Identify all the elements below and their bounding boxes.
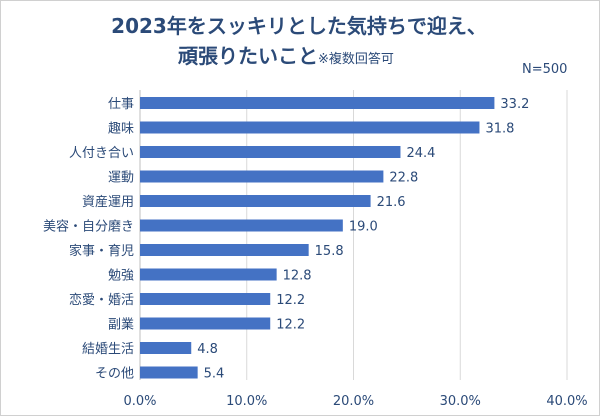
x-tick-label: 10.0% bbox=[226, 394, 267, 409]
data-label: 4.8 bbox=[197, 342, 218, 357]
x-tick-label: 30.0% bbox=[440, 394, 481, 409]
category-label: 家事・育児 bbox=[69, 243, 134, 259]
bar bbox=[140, 97, 495, 109]
x-tick-label: 20.0% bbox=[333, 394, 374, 409]
data-label: 19.0 bbox=[349, 220, 378, 235]
bar bbox=[140, 170, 384, 183]
category-label: 運動 bbox=[108, 171, 134, 186]
category-label: 人付き合い bbox=[69, 146, 134, 161]
bar bbox=[140, 293, 271, 305]
data-label: 24.4 bbox=[406, 146, 435, 161]
chart-title-note: ※複数回答可 bbox=[318, 52, 394, 67]
bar bbox=[140, 244, 309, 256]
bar bbox=[140, 342, 192, 354]
data-label: 12.2 bbox=[276, 318, 305, 333]
data-label: 21.6 bbox=[377, 195, 406, 210]
data-label: 33.2 bbox=[500, 97, 529, 112]
data-label: 5.4 bbox=[204, 367, 225, 382]
bar bbox=[140, 121, 480, 134]
bar bbox=[140, 268, 277, 281]
category-label: 趣味 bbox=[108, 122, 134, 137]
category-label: 恋愛・婚活 bbox=[69, 292, 134, 308]
data-label: 15.8 bbox=[315, 244, 344, 259]
chart-title-main: 頑張りたいこと bbox=[178, 44, 318, 68]
x-tick-label: 0.0% bbox=[123, 394, 156, 409]
data-label: 12.2 bbox=[276, 293, 305, 308]
bar bbox=[140, 219, 343, 232]
category-label: 勉強 bbox=[108, 269, 134, 284]
category-label: 美容・自分磨き bbox=[43, 219, 134, 235]
category-label: 副業 bbox=[108, 317, 134, 333]
category-label: 仕事 bbox=[108, 97, 134, 112]
grid-layer bbox=[139, 90, 568, 380]
x-tick-label: 40.0% bbox=[546, 394, 587, 409]
data-label: 31.8 bbox=[485, 122, 514, 137]
chart-title-line2: 頑張りたいこと※複数回答可 bbox=[178, 40, 394, 69]
label-layer: 0.0% 10.0% 20.0% 30.0% 40.0% 仕事 33.2 趣味 31.8 人付き合… bbox=[43, 97, 588, 409]
bar bbox=[140, 195, 371, 207]
bar bbox=[140, 317, 271, 330]
category-label: その他 bbox=[95, 367, 134, 382]
bar bbox=[140, 366, 198, 379]
chart-title-line1: 2023年をスッキリとした気持ちで迎え、 bbox=[111, 14, 487, 38]
category-label: 結婚生活 bbox=[82, 342, 134, 357]
data-label: 22.8 bbox=[389, 171, 418, 186]
bar bbox=[140, 146, 401, 158]
category-label: 資産運用 bbox=[82, 194, 134, 210]
data-label: 12.8 bbox=[283, 269, 312, 284]
sample-size-label: N=500 bbox=[522, 62, 568, 77]
bar-layer bbox=[140, 97, 495, 379]
